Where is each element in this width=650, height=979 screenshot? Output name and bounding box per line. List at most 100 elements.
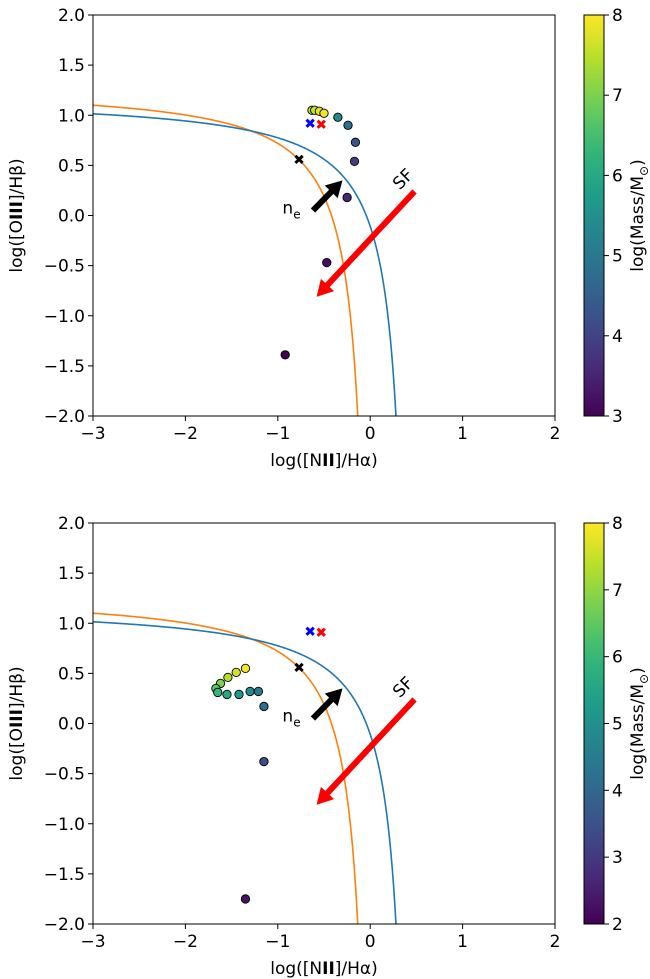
y-tick-label: −1.5 [44,357,85,377]
data-point [240,894,251,904]
x-axis-label-part: II [322,451,335,471]
data-point [342,192,352,203]
y-tick-label: 0.5 [58,664,85,684]
x-tick-label: 1 [457,424,468,444]
data-point [240,663,251,674]
data-point [223,672,233,683]
colorbar-label-part: ⊙ [637,674,650,684]
y-tick-label: 1.5 [58,56,85,76]
colorbar-label-part: log(Mass/M [628,684,648,780]
x-tick-label: −3 [80,932,105,952]
colorbar-label-part: ) [628,159,648,166]
arrow-label-main: SF [389,165,418,194]
y-tick-label: 0.5 [58,156,85,176]
colorbar: 2 3 4 5 6 7 8 log(Mass/M⊙) [583,514,650,935]
colorbar-tick-label: 4 [612,327,623,347]
data-point [245,686,255,697]
y-tick-label: 1.5 [58,564,85,584]
y-tick-label: 1.0 [58,614,85,634]
arrow-label-subscript: e [293,715,300,729]
y-axis-label-part: III [7,201,27,220]
colorbar-label-part: log(Mass/M [628,176,648,272]
data-point [231,667,241,678]
colorbar-tick-label: 8 [612,514,623,534]
x-axis-label-part: ]/Hα) [335,959,378,979]
colorbar-tick-label: 7 [612,581,623,601]
data-point [213,687,223,698]
colorbar-label-part: ) [628,667,648,674]
x-axis-label: log([NII]/Hα) [270,959,378,979]
x-marker [294,662,304,673]
x-tick-label: 2 [550,932,561,952]
x-tick-label: −1 [265,932,290,952]
y-tick-label: −1.5 [44,865,85,885]
colorbar-gradient [583,522,605,925]
y-axis-label-part: log([O [7,220,27,273]
x-tick-label: 1 [457,932,468,952]
arrow-label-main: n [282,706,293,726]
colorbar-tick-label: 2 [612,915,623,935]
curves [93,104,397,416]
y-tick-label: −1.0 [44,815,85,835]
data-point [319,108,329,118]
kewley-curve [93,113,397,416]
colorbar-gradient [583,14,605,417]
y-axis-label-part: III [7,709,27,728]
x-axis-label-part: ]/Hα) [335,451,378,471]
data-point [222,689,232,700]
data-point [343,120,353,130]
arrow-label-main: SF [389,673,418,702]
colorbar-tick-label: 6 [612,166,623,186]
data-point [234,689,244,700]
colorbar-tick-label: 3 [612,407,623,427]
density-arrow-label: ne [282,706,300,729]
arrow-label-main: n [282,198,293,218]
sf-arrow [316,697,417,805]
colorbar: 3 4 5 6 7 8 log(Mass/M⊙) [583,6,650,427]
x-axis-label-part: II [322,959,335,979]
x-axis-label-part: log([N [270,451,322,471]
data-point [350,137,361,147]
chart-panel-1: ne SF −3 −2 −1 0 1 2 2.0 1.5 1.0 0.5 0.0 −0.5 −1.0 −1.5… [7,6,650,471]
sf-arrow [316,189,417,297]
colorbar-label: log(Mass/M⊙) [628,667,650,779]
colorbar-tick-label: 5 [612,715,623,735]
x-marker [305,118,315,128]
chart-panel-2: ne SF −3 −2 −1 0 1 2 2.0 1.5 1.0 0.5 0.0 −0.5 −1.0 −1.5… [7,514,650,979]
y-tick-label: 2.0 [58,514,85,534]
x-marker [316,119,326,129]
data-point [322,257,332,268]
kewley-curve [93,621,397,924]
y-axis-label-part: ]/Hβ) [7,158,27,201]
data-point [333,112,343,122]
density-arrow-label: ne [282,198,300,221]
y-tick-label: 1.0 [58,106,85,126]
x-marker [294,154,304,165]
x-marker [305,626,315,636]
x-tick-label: −2 [173,932,198,952]
sf-arrow-label: SF [389,673,418,702]
sf-arrow-label: SF [389,165,418,194]
colorbar-tick-label: 3 [612,848,623,868]
y-tick-label: 0.0 [58,207,85,227]
y-tick-label: 0.0 [58,715,85,735]
kauffmann-curve [93,612,359,924]
plot-frame [92,522,556,925]
x-tick-label: −1 [265,424,290,444]
y-tick-label: −1.0 [44,307,85,327]
x-tick-label: −2 [173,424,198,444]
x-tick-label: −3 [80,424,105,444]
data-point [259,756,269,767]
curves [93,612,397,924]
y-tick-label: −0.5 [44,765,85,785]
kauffmann-curve [93,104,359,416]
y-tick-label: −0.5 [44,257,85,277]
data-point [280,350,290,360]
colorbar-tick-label: 7 [612,86,623,106]
plot-frame [92,14,556,417]
colorbar-tick-label: 5 [612,247,623,267]
density-arrow [310,688,343,721]
y-tick-label: −2.0 [44,915,85,935]
y-axis-label: log([OIII]/Hβ) [7,666,27,780]
